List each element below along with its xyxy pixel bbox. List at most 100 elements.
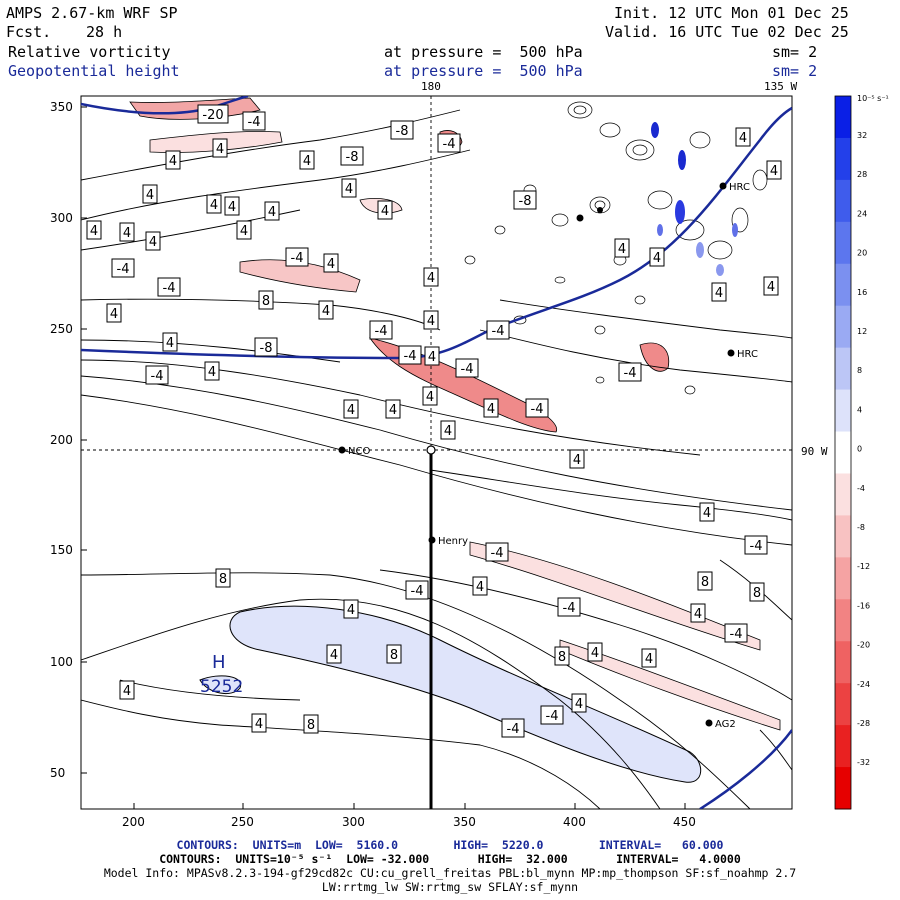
svg-text:4: 4 [426,390,434,405]
svg-text:8: 8 [219,572,227,587]
valid-time: Valid. 16 UTC Tue 02 Dec 25 [605,23,849,41]
contour-label: 4 [385,399,401,419]
contour-label: 8 [303,714,319,734]
svg-text:4: 4 [303,154,311,169]
strong-positive-cores [651,122,738,276]
model-info: Model Info: MPASv8.2.3-194-gf29cd82c CU:… [103,866,797,880]
svg-text:-4: -4 [546,709,559,724]
contour-label: 4 [204,361,220,381]
svg-text:-8: -8 [260,341,273,356]
colorbar-tick-label: 12 [857,327,867,336]
field2-level: at pressure = 500 hPa [384,62,583,80]
lon-label-90w: 90 W [801,445,828,458]
contour-label: 4 [587,642,603,662]
contour-label: -4 [157,277,181,297]
contour-label: -4 [557,597,581,617]
y-tick-label: 100 [50,655,73,669]
svg-text:4: 4 [427,314,435,329]
contour-labels: -20 -4 -8 -4 4 4 4 -8 4 4 4 4 4 4 -8 -4 4 4 4 4 4 -4 -4 4 8 4 4 4 -4… [86,104,782,738]
contour-label: 4 [299,150,315,170]
contour-label: 4 [224,196,240,216]
contour-label: -8 [513,190,537,210]
field2-name: Geopotential height [8,62,180,80]
svg-text:-4: -4 [291,251,304,266]
svg-text:-4: -4 [492,324,505,339]
colorbar-swatch [835,767,851,810]
svg-text:-4: -4 [117,262,130,277]
svg-text:-4: -4 [491,546,504,561]
colorbar-swatch [835,221,851,265]
contour-label: -4 [455,358,479,378]
y-tick-label: 350 [50,100,73,114]
contour-label: 4 [711,282,727,302]
colorbar-swatch [835,137,851,181]
svg-text:8: 8 [262,294,270,309]
colorbar-tick-label: -32 [857,758,870,767]
contour-label: -8 [254,337,278,357]
colorbar-swatch [835,473,851,516]
x-tick-label: 200 [122,815,145,829]
contour-label: 4 [735,127,751,147]
svg-text:4: 4 [428,350,436,365]
negative-vorticity-band [469,541,761,651]
svg-text:-4: -4 [563,601,576,616]
colorbar-swatch [835,683,851,726]
svg-text:4: 4 [575,697,583,712]
contour-label: 4 [472,576,488,596]
svg-text:-4: -4 [730,627,743,642]
station-dot [576,214,584,222]
colorbar-tick-label: -16 [857,601,870,610]
forecast-value: 28 h [86,23,123,41]
contour-label: 4 [323,253,339,273]
svg-text:4: 4 [255,717,263,732]
contour-label: -4 [405,580,429,600]
colorbar-tick-label: -24 [857,680,870,689]
map-frame [80,95,793,810]
colorbar-swatch [835,725,851,768]
contour-label: 4 [440,420,456,440]
svg-text:-4: -4 [404,349,417,364]
colorbar-tick-label: 32 [857,131,867,140]
contour-label: 4 [423,267,439,287]
contour-label: 8 [697,571,713,591]
svg-text:4: 4 [487,402,495,417]
station-label: AG2 [715,719,736,730]
contour-label: -4 [724,623,748,643]
colorbar: 10⁻⁵ s⁻¹ 32 28 24 20 16 12 8 4 0 -4 -8 -12 -16 -20 -24 -… [834,94,889,810]
field1-smoothing: sm= 2 [772,43,818,61]
svg-text:4: 4 [268,205,276,220]
contour-label: 4 [641,648,657,668]
svg-text:-4: -4 [248,115,261,130]
colorbar-tick-label: 24 [857,209,867,218]
colorbar-tick-label: -8 [857,523,865,532]
colorbar-tick-label: 28 [857,170,867,179]
axes: 200 250 300 350 400 450 350 300 250 200 150 100 50 [50,100,696,829]
contour-label: 8 [215,568,231,588]
x-tick-label: 400 [563,815,586,829]
svg-text:-8: -8 [346,150,359,165]
colorbar-swatch [835,431,851,474]
contour-label: 4 [699,502,715,522]
contour-label: 4 [571,693,587,713]
contour-label: -4 [501,718,525,738]
station-label: HRC [737,349,758,360]
negative-vorticity-band [239,259,361,293]
svg-text:-4: -4 [461,362,474,377]
y-tick-label: 300 [50,211,73,225]
svg-text:4: 4 [149,235,157,250]
contour-label: 4 [341,178,357,198]
contour-label: -4 [242,111,266,131]
contour-label: -20 [197,104,229,124]
positive-vorticity-band-inner [199,675,242,695]
svg-text:4: 4 [327,257,335,272]
y-tick-label: 250 [50,322,73,336]
svg-text:4: 4 [694,607,702,622]
contour-label: 8 [386,644,402,664]
colorbar-units: 10⁻⁵ s⁻¹ [857,94,889,103]
colorbar-tick-label: 8 [857,366,862,375]
svg-text:4: 4 [169,154,177,169]
svg-text:4: 4 [618,242,626,257]
svg-text:4: 4 [347,603,355,618]
svg-text:-4: -4 [411,584,424,599]
